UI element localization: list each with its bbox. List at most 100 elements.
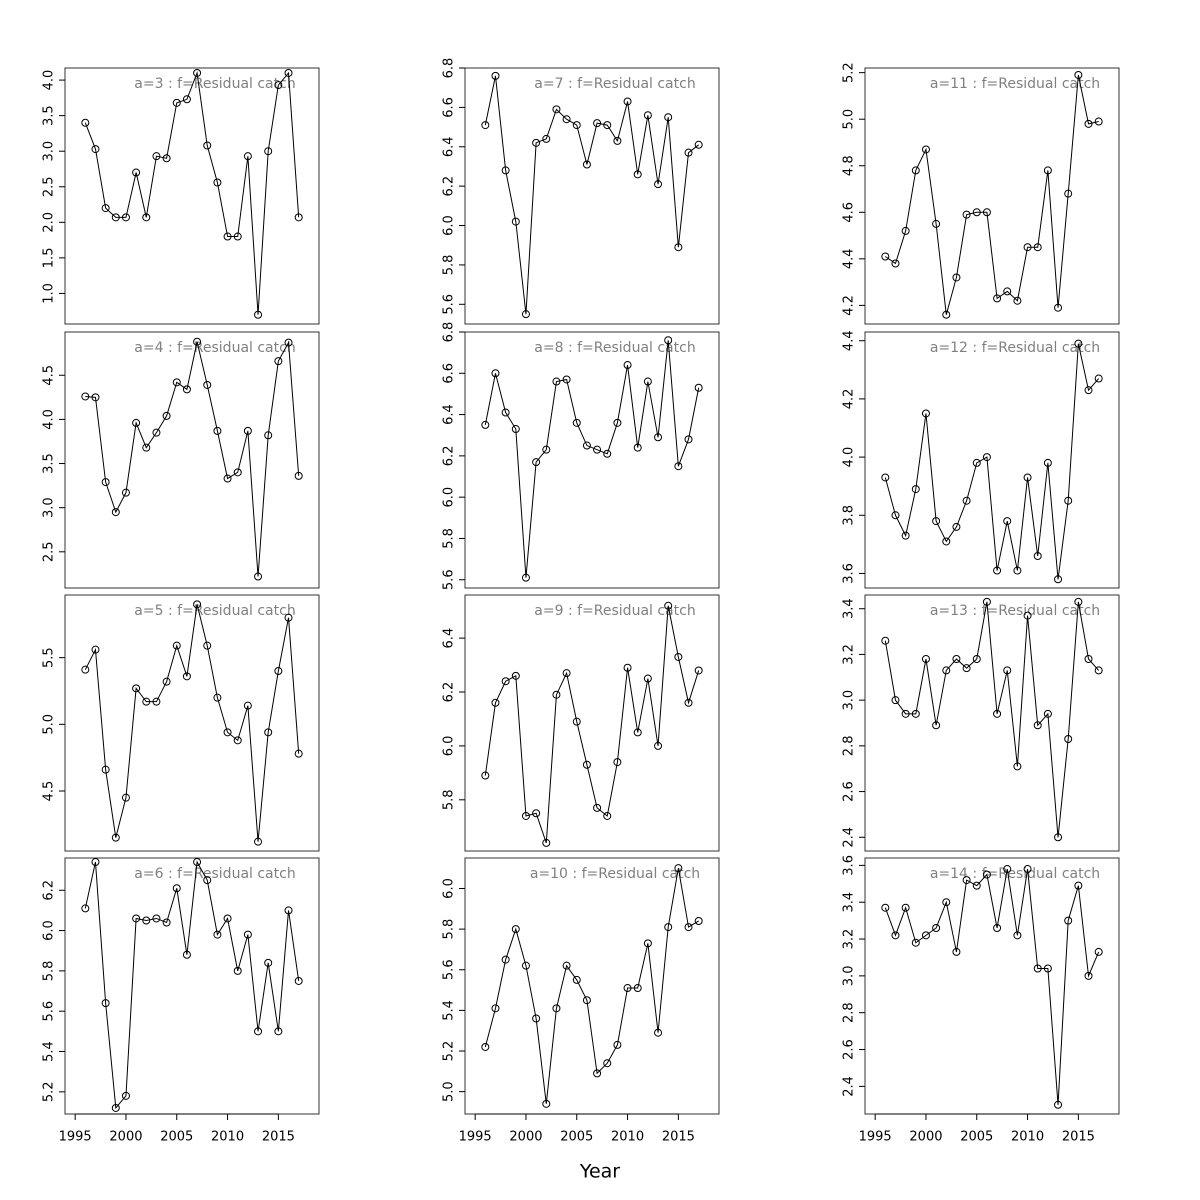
data-point xyxy=(593,119,602,128)
y-tick-label: 3.2 xyxy=(842,929,857,950)
x-tick-label: 2000 xyxy=(109,1130,142,1145)
data-point xyxy=(481,121,490,130)
y-tick-label: 4.4 xyxy=(842,330,857,351)
data-point xyxy=(993,923,1002,932)
y-tick-label: 4.5 xyxy=(42,781,57,802)
data-point xyxy=(1003,865,1012,874)
data-point xyxy=(881,903,890,912)
data-point xyxy=(643,111,652,120)
data-point xyxy=(643,377,652,386)
data-point xyxy=(172,98,181,107)
data-point xyxy=(182,672,191,681)
data-point xyxy=(233,232,242,241)
panel-title: a=6 : f=Residual catch xyxy=(134,866,295,882)
data-point xyxy=(1013,931,1022,940)
data-point xyxy=(162,918,171,927)
panel-title: a=8 : f=Residual catch xyxy=(534,340,695,356)
data-point xyxy=(932,219,941,228)
data-point xyxy=(1023,611,1032,620)
data-point xyxy=(81,392,90,401)
data-point xyxy=(664,113,673,122)
data-point xyxy=(243,930,252,939)
data-point xyxy=(1043,709,1052,718)
y-tick-label: 2.6 xyxy=(842,1039,857,1060)
data-point xyxy=(1013,566,1022,575)
data-point xyxy=(1003,517,1012,526)
y-tick-label: 6.0 xyxy=(442,487,457,508)
panel-frame xyxy=(464,331,720,589)
x-tick-label: 2005 xyxy=(160,1130,193,1145)
data-point xyxy=(901,531,910,540)
data-point xyxy=(121,488,130,497)
panel-title: a=7 : f=Residual catch xyxy=(534,76,695,92)
data-point xyxy=(152,914,161,923)
y-tick-label: 3.4 xyxy=(842,598,857,619)
data-point xyxy=(491,698,500,707)
x-tick-label: 2005 xyxy=(960,1130,993,1145)
panel-frame xyxy=(464,857,720,1115)
y-tick-label: 5.8 xyxy=(442,255,457,276)
data-point xyxy=(203,380,212,389)
y-tick-label: 3.0 xyxy=(42,497,57,518)
data-point xyxy=(274,1027,283,1036)
data-point xyxy=(684,923,693,932)
data-point xyxy=(1003,287,1012,296)
series-line xyxy=(484,605,700,844)
data-point xyxy=(572,418,581,427)
data-point xyxy=(654,741,663,750)
data-point xyxy=(911,485,920,494)
x-tick-label: 1995 xyxy=(59,1130,92,1145)
y-tick-label: 6.8 xyxy=(442,58,457,79)
y-tick-label: 3.6 xyxy=(842,855,857,876)
data-point xyxy=(654,433,663,442)
y-tick-label: 5.6 xyxy=(442,959,457,980)
data-point xyxy=(1033,964,1042,973)
data-point xyxy=(132,168,141,177)
data-point xyxy=(481,420,490,429)
data-point xyxy=(552,690,561,699)
data-point xyxy=(901,709,910,718)
panel-frame xyxy=(864,67,1120,325)
data-point xyxy=(172,641,181,650)
data-point xyxy=(962,496,971,505)
series-line xyxy=(84,70,300,315)
y-tick-label: 6.4 xyxy=(442,404,457,425)
y-tick-label: 3.0 xyxy=(842,690,857,711)
data-point xyxy=(182,385,191,394)
data-point xyxy=(142,697,151,706)
data-point xyxy=(694,383,703,392)
data-point xyxy=(511,217,520,226)
data-point xyxy=(213,693,222,702)
data-point xyxy=(1064,189,1073,198)
y-tick-label: 6.2 xyxy=(442,446,457,467)
data-point xyxy=(91,645,100,654)
data-point xyxy=(1094,666,1103,675)
data-point xyxy=(91,145,100,154)
y-tick-label: 2.4 xyxy=(842,827,857,848)
data-point xyxy=(643,674,652,683)
data-point xyxy=(1033,243,1042,252)
data-point xyxy=(674,462,683,471)
data-point xyxy=(921,655,930,663)
data-point xyxy=(284,613,293,622)
x-tick-label: 2010 xyxy=(211,1130,244,1145)
panel-frame xyxy=(864,594,1120,852)
data-point xyxy=(532,458,541,467)
data-point xyxy=(491,1004,500,1013)
y-tick-label: 6.6 xyxy=(442,363,457,384)
data-point xyxy=(274,357,283,366)
y-tick-label: 5.6 xyxy=(442,294,457,315)
series-line xyxy=(885,74,1099,315)
x-tick-label: 2015 xyxy=(262,1130,295,1145)
data-point xyxy=(1023,243,1032,252)
data-point xyxy=(684,148,693,157)
y-tick-label: 5.4 xyxy=(42,1041,57,1062)
y-tick-label: 3.4 xyxy=(842,892,857,913)
data-point xyxy=(101,999,110,1008)
data-point xyxy=(481,771,490,780)
data-point xyxy=(1013,762,1022,771)
y-tick-label: 5.0 xyxy=(842,109,857,130)
data-point xyxy=(532,138,541,147)
data-point xyxy=(891,511,900,520)
data-point xyxy=(1003,666,1012,675)
